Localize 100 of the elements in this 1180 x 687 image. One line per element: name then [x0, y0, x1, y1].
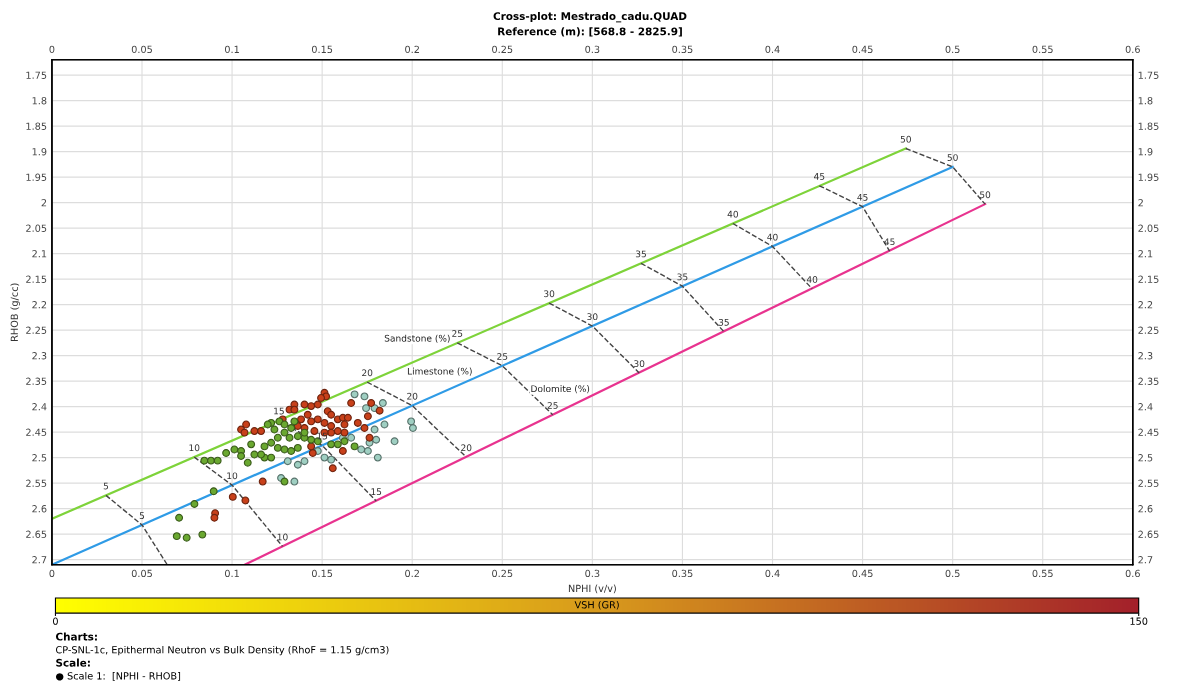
color-bar-title: VSH (GR) [574, 600, 619, 610]
y-tick-label: 2.7 [32, 556, 47, 564]
series-label: Limestone (%) [407, 367, 472, 376]
annotation: 35 [677, 273, 688, 281]
y-tick-label: 1.95 [26, 173, 47, 181]
x2-tick-label: 0.05 [131, 45, 152, 54]
x-tick-label: 0.2 [405, 569, 419, 578]
text: Scale: [56, 658, 90, 667]
x2-tick-label: 0.4 [765, 45, 780, 54]
annotation: 45 [857, 194, 868, 201]
y-tick-label: 2.25 [26, 326, 47, 334]
y-tick-label: 1.8 [32, 97, 47, 105]
x2-tick-label: 0.25 [492, 45, 513, 54]
y2-tick-label: 2.25 [1138, 326, 1159, 334]
y-tick-label: 2.15 [26, 275, 47, 283]
x-tick-label: 0.15 [311, 569, 333, 578]
y-tick-label: 2.4 [32, 403, 47, 411]
annotation: 5 [103, 482, 109, 490]
y-tick-label: 2.2 [32, 301, 47, 309]
annotation: 10 [189, 444, 200, 452]
y2-tick-label: 2.3 [1138, 352, 1153, 360]
series-label: Dolomite (%) [531, 385, 590, 394]
annotation: 10 [227, 472, 238, 480]
y-tick-label: 2.1 [32, 250, 47, 258]
y-tick-label: 2.65 [26, 530, 47, 538]
annotation: 30 [587, 313, 598, 321]
annotation: 40 [767, 233, 778, 241]
x-tick-label: 0.25 [492, 569, 513, 578]
y-tick-label: 2.55 [26, 479, 47, 487]
y-tick-label: 2.6 [32, 505, 47, 513]
y-tick-label: 2.05 [26, 224, 47, 232]
y-tick-label: 1.85 [26, 122, 47, 130]
annotation: 35 [635, 250, 646, 258]
x2-tick-label: 0.15 [311, 45, 333, 54]
annotation: 10 [277, 533, 288, 541]
annotation: 20 [362, 369, 373, 377]
y2-tick-label: 2.65 [1138, 530, 1159, 538]
y2-tick-label: 2.45 [1138, 428, 1159, 436]
y2-tick-label: 2.5 [1138, 454, 1153, 462]
x2-tick-label: 0.45 [852, 45, 873, 54]
x2-tick-label: 0.1 [224, 45, 239, 54]
text: Charts: [55, 632, 97, 641]
series-label: Sandstone (%) [384, 334, 450, 343]
x-tick-label: 0.35 [672, 569, 693, 578]
annotation: 45 [814, 173, 825, 180]
annotation: 5 [139, 512, 145, 520]
chart-subtitle: Reference (m): [568.8 - 2825.9] [498, 27, 682, 37]
annotation: 15 [274, 407, 284, 415]
x-tick-label: 0.55 [1032, 569, 1053, 578]
x-tick-label: 0.05 [131, 569, 152, 578]
annotation: 50 [900, 135, 911, 143]
y2-tick-label: 2.35 [1138, 377, 1159, 385]
y-tick-label: 2.5 [32, 454, 47, 462]
y2-tick-label: 2.7 [1138, 556, 1153, 564]
y-tick-label: 2.45 [26, 428, 47, 436]
y-tick-label: 2 [41, 199, 47, 207]
x-tick-label: 0.6 [1125, 569, 1140, 578]
text: ● Scale 1: [NPHI - RHOB] [55, 671, 181, 681]
annotation: 40 [806, 276, 818, 283]
annotation: 20 [461, 444, 472, 452]
y2-tick-label: 1.8 [1138, 97, 1153, 105]
x2-tick-label: 0.55 [1032, 45, 1053, 54]
y2-tick-label: 2.55 [1138, 479, 1159, 487]
y-axis-title: RHOB (g/cc) [10, 283, 20, 341]
x-tick-label: 0.5 [945, 569, 960, 578]
color-bar-label: 150 [1130, 617, 1148, 625]
x-tick-label: 0.4 [765, 569, 780, 578]
annotation: 50 [980, 191, 991, 199]
annotation: 25 [497, 353, 508, 360]
y-tick-label: 1.9 [32, 148, 47, 156]
annotation: 30 [634, 360, 645, 368]
color-bar-label: 0 [53, 617, 58, 625]
annotation: 30 [544, 290, 555, 298]
y-tick-label: 1.75 [26, 71, 47, 79]
x2-tick-label: 0 [49, 45, 55, 54]
y2-tick-label: 2.05 [1138, 224, 1159, 232]
y2-tick-label: 2.6 [1138, 505, 1153, 513]
x2-tick-label: 0.3 [585, 45, 600, 54]
x2-tick-label: 0.6 [1125, 45, 1140, 54]
x-tick-label: 0.45 [852, 569, 873, 578]
y2-tick-label: 2.2 [1138, 301, 1153, 309]
y2-tick-label: 2 [1138, 199, 1143, 207]
annotation: 25 [452, 330, 463, 337]
annotation: 45 [884, 238, 895, 246]
annotation: 20 [407, 392, 418, 400]
x2-tick-label: 0.2 [405, 45, 419, 54]
x-tick-label: 0.1 [224, 569, 239, 578]
y2-tick-label: 1.85 [1138, 122, 1159, 130]
y2-tick-label: 1.75 [1138, 71, 1159, 79]
annotation: 35 [718, 318, 729, 326]
x2-tick-label: 0.35 [672, 45, 693, 54]
text: CP-SNL-1c, Epithermal Neutron vs Bulk Density (RhoF = 1.15 g/cm3) [56, 645, 389, 656]
annotation: 25 [547, 402, 558, 409]
x-tick-label: 0 [49, 569, 55, 578]
x2-tick-label: 0.5 [945, 45, 960, 54]
y2-tick-label: 2.15 [1138, 275, 1159, 283]
y-tick-label: 2.3 [32, 352, 47, 360]
x-tick-label: 0.3 [585, 569, 600, 578]
y-tick-label: 2.35 [26, 377, 47, 385]
y2-tick-label: 1.9 [1138, 148, 1153, 156]
